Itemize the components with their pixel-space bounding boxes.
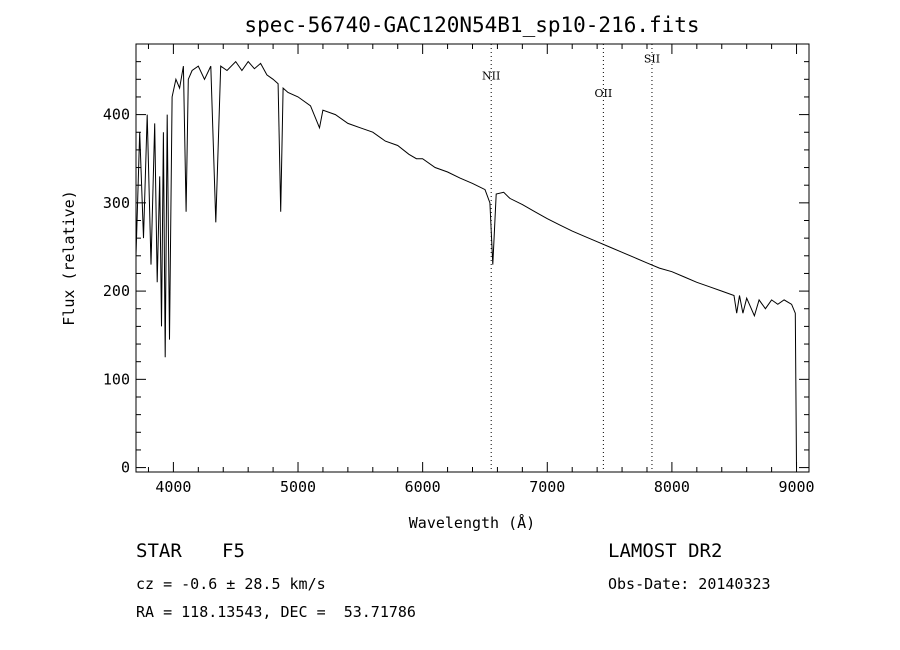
spectrum-line <box>135 60 797 468</box>
line-marker-label: SII <box>644 53 660 66</box>
redshift-velocity: cz = -0.6 ± 28.5 km/s <box>136 575 326 593</box>
x-tick-label: 9000 <box>778 478 814 496</box>
line-marker-label: OII <box>595 87 613 100</box>
x-tick-label: 7000 <box>529 478 565 496</box>
x-tick-label: 6000 <box>405 478 441 496</box>
x-tick-label: 5000 <box>280 478 316 496</box>
observation-date: Obs-Date: 20140323 <box>608 575 771 593</box>
x-tick-label: 4000 <box>155 478 191 496</box>
y-tick-label: 400 <box>103 106 130 124</box>
axis-ticks: 4000 5000 6000 7000 8000 9000 0 100 200 300 400 <box>103 44 815 496</box>
object-class: STAR <box>136 540 182 562</box>
plot-frame <box>135 43 810 473</box>
y-tick-label: 200 <box>103 282 130 300</box>
line-marker-label: NII <box>482 69 500 82</box>
y-axis-label: Flux (relative) <box>60 190 78 325</box>
y-tick-label: 100 <box>103 370 130 388</box>
sky-coordinates: RA = 118.13543, DEC = 53.71786 <box>136 603 416 621</box>
x-tick-label: 8000 <box>654 478 690 496</box>
y-tick-label: 0 <box>121 459 130 477</box>
y-tick-label: 300 <box>103 194 130 212</box>
survey-name: LAMOST DR2 <box>608 540 723 562</box>
emission-line-markers: NII OII SII <box>482 44 660 472</box>
spectral-subclass: F5 <box>222 540 245 562</box>
chart-title: spec-56740-GAC120N54B1_sp10-216.fits <box>244 13 699 37</box>
x-axis-label: Wavelength (Å) <box>409 513 535 532</box>
